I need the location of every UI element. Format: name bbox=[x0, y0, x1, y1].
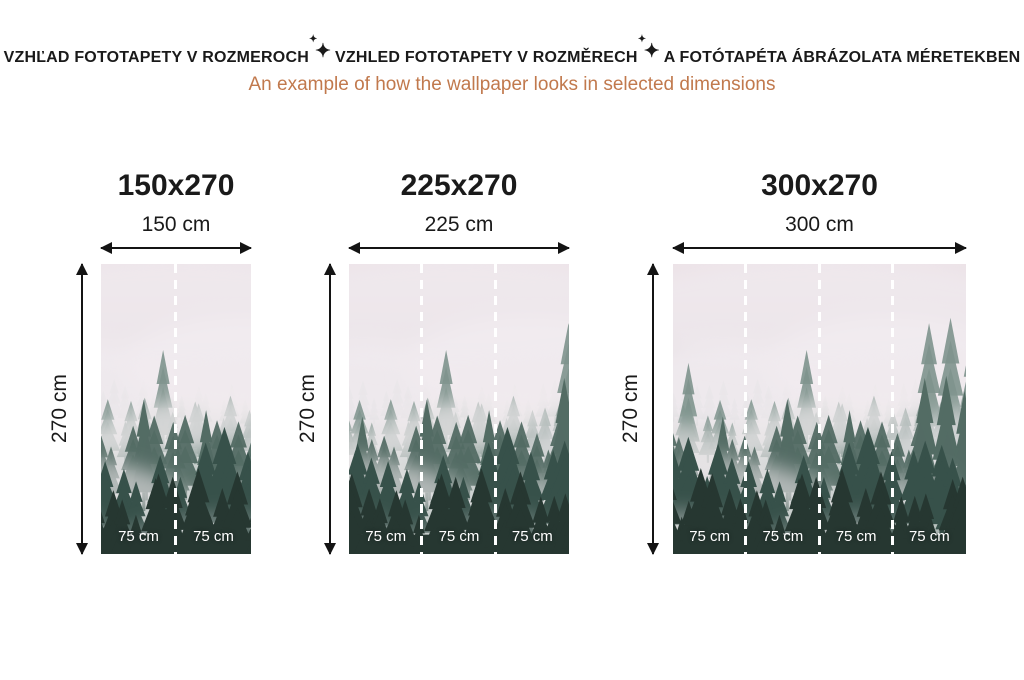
strip-width-label: 75 cm bbox=[118, 528, 159, 545]
height-arrow bbox=[647, 263, 659, 555]
strip-width-label: 75 cm bbox=[689, 528, 731, 545]
strip-width-label: 75 cm bbox=[762, 528, 804, 545]
height-arrow bbox=[324, 263, 336, 555]
strip-width-label: 75 cm bbox=[908, 528, 950, 545]
wallpaper-preview-300x270: 75 cm 75 cm 75 cm 75 cm bbox=[673, 264, 966, 554]
strip-width-label: 75 cm bbox=[193, 528, 234, 545]
strip-seam-divider bbox=[420, 264, 424, 554]
wallpaper-strip: 75 cm bbox=[493, 264, 569, 554]
wallpaper-strip: 75 cm bbox=[101, 264, 176, 554]
size-title-225x270: 225x270 bbox=[400, 169, 518, 202]
wallpaper-strip: 75 cm bbox=[420, 264, 495, 554]
size-title-150x270: 150x270 bbox=[117, 169, 235, 202]
wallpaper-strip: 75 cm bbox=[890, 264, 966, 554]
sparkle-icon: ✦ ✦ bbox=[637, 34, 660, 62]
page-subtitle: An example of how the wallpaper looks in… bbox=[248, 74, 776, 95]
wallpaper-preview-150x270: 75 cm 75 cm bbox=[101, 264, 251, 554]
strip-seam-divider bbox=[890, 264, 894, 554]
sparkle-icon: ✦ ✦ bbox=[308, 34, 332, 62]
width-arrow bbox=[348, 242, 570, 254]
title-part-slovak: VZHĽAD FOTOTAPETY V ROZMEROCH bbox=[3, 49, 309, 66]
strip-seam-divider bbox=[817, 264, 821, 554]
strip-width-label: 75 cm bbox=[835, 528, 877, 545]
wallpaper-preview-225x270: 75 cm 75 cm 75 cm bbox=[349, 264, 569, 554]
panel-segments: 75 cm 75 cm bbox=[101, 264, 251, 554]
wallpaper-strip: 75 cm bbox=[744, 264, 819, 554]
strip-width-label: 75 cm bbox=[365, 528, 407, 545]
strip-seam-divider bbox=[493, 264, 497, 554]
width-label-225: 225 cm bbox=[424, 213, 494, 236]
page-title: VZHĽAD FOTOTAPETY V ROZMEROCH ✦ ✦ VZHLED FO… bbox=[0, 34, 1024, 67]
strip-width-label: 75 cm bbox=[511, 528, 553, 545]
strip-seam-divider bbox=[744, 264, 748, 554]
panel-segments: 75 cm 75 cm 75 cm 75 cm bbox=[673, 264, 966, 554]
wallpaper-strip: 75 cm bbox=[174, 264, 251, 554]
size-title-300x270: 300x270 bbox=[761, 169, 878, 202]
title-part-hungarian: A FOTÓTAPÉTA ÁBRÁZOLATA MÉRETEKBEN bbox=[663, 49, 1021, 66]
width-arrow bbox=[672, 242, 967, 254]
height-label-270: 270 cm bbox=[48, 374, 71, 444]
height-arrow bbox=[76, 263, 88, 555]
height-label-270: 270 cm bbox=[619, 374, 642, 444]
wallpaper-strip: 75 cm bbox=[673, 264, 746, 554]
width-label-300: 300 cm bbox=[785, 213, 854, 236]
header: VZHĽAD FOTOTAPETY V ROZMEROCH ✦ ✦ VZHLED FO… bbox=[0, 34, 1024, 96]
wallpaper-strip: 75 cm bbox=[817, 264, 893, 554]
strip-width-label: 75 cm bbox=[438, 528, 480, 545]
wallpaper-strip: 75 cm bbox=[349, 264, 422, 554]
width-arrow bbox=[100, 242, 252, 254]
height-label-270: 270 cm bbox=[296, 374, 319, 444]
panel-segments: 75 cm 75 cm 75 cm bbox=[349, 264, 569, 554]
title-part-czech: VZHLED FOTOTAPETY V ROZMĚRECH bbox=[334, 49, 638, 66]
strip-seam-divider bbox=[174, 264, 177, 554]
width-label-150: 150 cm bbox=[141, 213, 211, 236]
